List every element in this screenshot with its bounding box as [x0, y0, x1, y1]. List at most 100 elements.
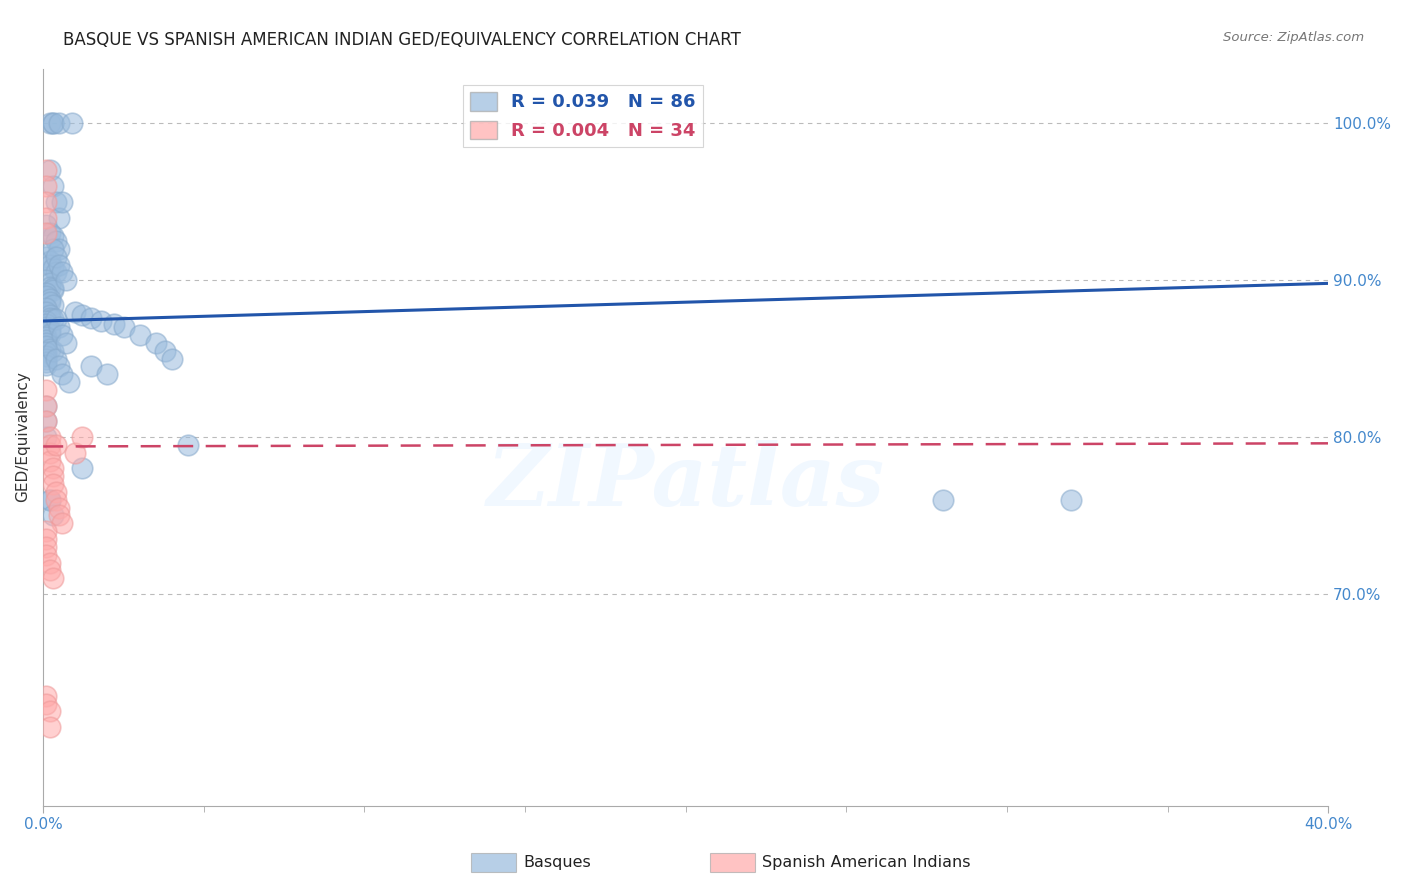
- Point: [35, 335, 58, 350]
- Point: [42, 283, 65, 297]
- Point: [51, 265, 73, 279]
- Point: [35, 285, 58, 300]
- Text: Basques: Basques: [523, 855, 591, 870]
- Point: [35, 329, 58, 343]
- Point: [38, 720, 60, 734]
- Point: [60, 116, 83, 130]
- Point: [42, 116, 65, 130]
- Point: [96, 368, 118, 382]
- Point: [38, 446, 60, 460]
- Point: [45, 438, 67, 452]
- Point: [35, 532, 58, 546]
- Point: [35, 689, 58, 703]
- Point: [42, 343, 65, 358]
- Point: [42, 281, 65, 295]
- Point: [42, 116, 65, 130]
- Point: [38, 438, 60, 452]
- Point: [112, 320, 135, 334]
- Point: [38, 254, 60, 268]
- Point: [35, 219, 58, 233]
- Point: [45, 351, 67, 366]
- Point: [38, 226, 60, 240]
- Point: [1060, 492, 1083, 507]
- Point: [35, 339, 58, 353]
- Point: [42, 260, 65, 275]
- Point: [931, 492, 953, 507]
- Point: [42, 571, 65, 585]
- Point: [35, 414, 58, 428]
- Point: [45, 250, 67, 264]
- Point: [35, 314, 58, 328]
- Point: [48, 359, 70, 374]
- Point: [38, 308, 60, 322]
- Point: [38, 163, 60, 178]
- Point: [42, 229, 65, 244]
- Point: [80, 310, 103, 325]
- Point: [38, 492, 60, 507]
- Text: Spanish American Indians: Spanish American Indians: [762, 855, 970, 870]
- Point: [48, 211, 70, 225]
- Point: [55, 273, 77, 287]
- Point: [48, 242, 70, 256]
- Point: [35, 333, 58, 347]
- Point: [38, 258, 60, 272]
- Point: [51, 328, 73, 343]
- Point: [45, 492, 67, 507]
- Point: [45, 194, 67, 209]
- Point: [51, 368, 73, 382]
- Point: [38, 453, 60, 467]
- Point: [55, 335, 77, 350]
- Point: [177, 438, 200, 452]
- Point: [35, 194, 58, 209]
- Point: [35, 301, 58, 316]
- Point: [35, 320, 58, 334]
- Point: [35, 304, 58, 318]
- Point: [35, 414, 58, 428]
- Point: [38, 279, 60, 293]
- Point: [42, 312, 65, 326]
- Point: [35, 289, 58, 303]
- Point: [80, 359, 103, 374]
- Point: [45, 234, 67, 248]
- Text: Source: ZipAtlas.com: Source: ZipAtlas.com: [1223, 31, 1364, 45]
- Point: [38, 116, 60, 130]
- Point: [35, 524, 58, 538]
- Point: [51, 194, 73, 209]
- Point: [35, 273, 58, 287]
- Point: [155, 343, 177, 358]
- Point: [38, 310, 60, 325]
- Point: [48, 508, 70, 523]
- Point: [128, 328, 150, 343]
- Point: [48, 500, 70, 515]
- Point: [35, 226, 58, 240]
- Point: [51, 516, 73, 531]
- Point: [35, 430, 58, 444]
- Point: [38, 492, 60, 507]
- Point: [35, 345, 58, 359]
- Point: [38, 323, 60, 337]
- Text: ZIPatlas: ZIPatlas: [486, 440, 884, 523]
- Point: [42, 469, 65, 483]
- Point: [38, 277, 60, 291]
- Point: [48, 258, 70, 272]
- Point: [35, 179, 58, 194]
- Point: [35, 697, 58, 711]
- Point: [42, 477, 65, 491]
- Point: [38, 430, 60, 444]
- Point: [42, 298, 65, 312]
- Point: [45, 312, 67, 326]
- Point: [38, 292, 60, 306]
- Point: [35, 358, 58, 372]
- Point: [42, 508, 65, 523]
- Point: [35, 349, 58, 363]
- Point: [35, 317, 58, 331]
- Y-axis label: GED/Equivalency: GED/Equivalency: [15, 372, 30, 502]
- Point: [160, 351, 183, 366]
- Point: [45, 485, 67, 500]
- Point: [35, 383, 58, 397]
- Point: [38, 343, 60, 357]
- Legend: R = 0.039   N = 86, R = 0.004   N = 34: R = 0.039 N = 86, R = 0.004 N = 34: [463, 85, 703, 147]
- Point: [58, 375, 80, 389]
- Point: [45, 265, 67, 279]
- Point: [103, 317, 125, 331]
